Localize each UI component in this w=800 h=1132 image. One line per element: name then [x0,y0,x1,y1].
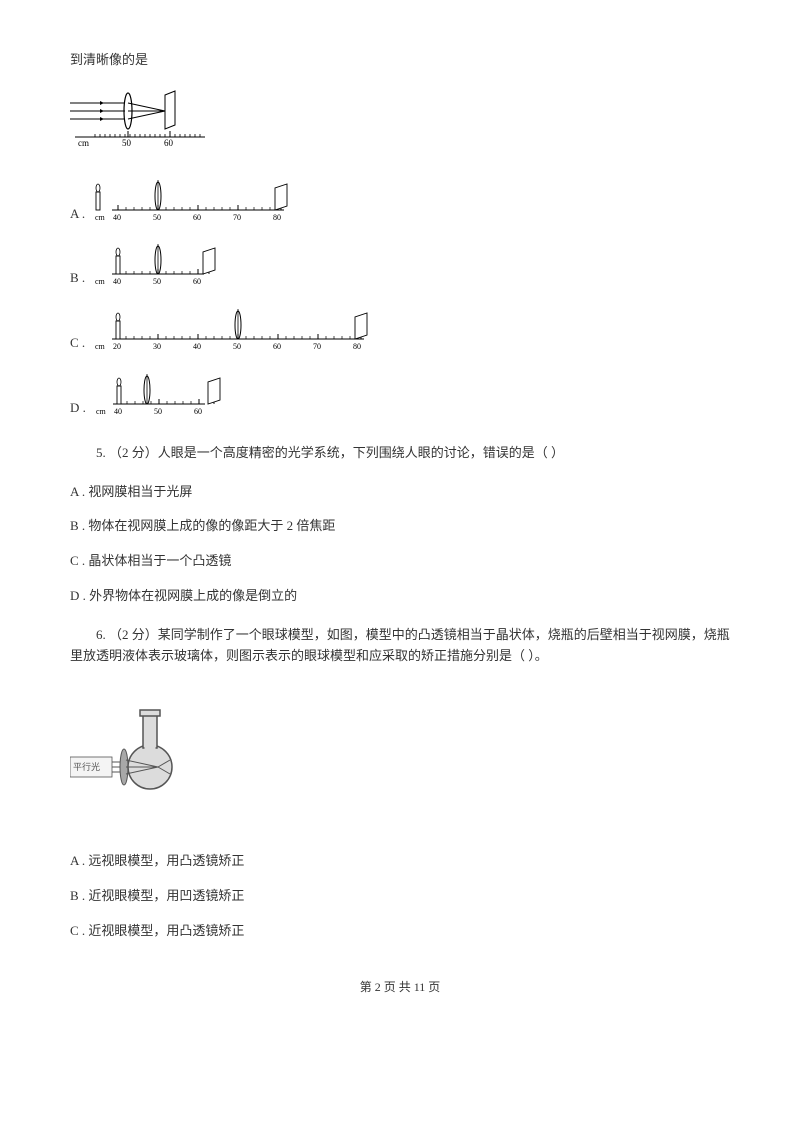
q4-option-b: B . 40 50 60 cm [70,238,730,295]
svg-text:40: 40 [113,277,121,286]
q5-option-d: D . 外界物体在视网膜上成的像是倒立的 [70,586,730,607]
svg-text:50: 50 [233,342,241,351]
ruler-diagram: 40 50 60 70 80 cm [93,174,303,231]
option-label: A . [70,204,85,231]
focal-diagram-svg: cm 50 60 [70,89,210,159]
svg-text:80: 80 [353,342,361,351]
ruler-diagram: 40 50 60 cm [93,238,223,295]
q5-option-c: C . 晶状体相当于一个凸透镜 [70,551,730,572]
q6-option-c: C . 近视眼模型，用凸透镜矫正 [70,921,730,942]
svg-text:60: 60 [164,138,174,148]
q5-stem: 5. （2 分）人眼是一个高度精密的光学系统，下列围绕人眼的讨论，错误的是（ ） [70,443,730,464]
svg-text:60: 60 [193,213,201,222]
q5-option-b: B . 物体在视网膜上成的像的像距大于 2 倍焦距 [70,516,730,537]
svg-text:cm: cm [96,407,107,416]
svg-text:80: 80 [273,213,281,222]
q4-option-c: C . 20 30 40 50 60 70 80 cm [70,303,730,360]
q5-option-a: A . 视网膜相当于光屏 [70,482,730,503]
q6-option-b: B . 近视眼模型，用凹透镜矫正 [70,886,730,907]
svg-text:40: 40 [193,342,201,351]
header-fragment: 到清晰像的是 [70,50,730,71]
svg-text:40: 40 [113,213,121,222]
svg-text:cm: cm [95,342,106,351]
svg-text:20: 20 [113,342,121,351]
page-footer: 第 2 页 共 11 页 [70,978,730,997]
option-label: B . [70,268,85,295]
ruler-diagram: 40 50 60 cm [94,368,224,425]
svg-text:50: 50 [153,277,161,286]
q4-option-d: D . 40 50 60 cm [70,368,730,425]
svg-text:平行光: 平行光 [73,761,100,772]
option-label: C . [70,333,85,360]
svg-text:60: 60 [273,342,281,351]
page-content: 到清晰像的是 cm5060 A .4050607080cmB .405060cm… [0,0,800,1027]
svg-text:cm: cm [78,138,89,148]
svg-text:50: 50 [122,138,132,148]
q6-diagram: 平行光 [70,702,200,819]
svg-text:40: 40 [114,407,122,416]
q4-options: A . 40 50 60 70 80 cm B . 40 50 60 cm C . 20 30 40 50 60 7… [70,174,730,425]
svg-text:70: 70 [313,342,321,351]
svg-text:60: 60 [194,407,202,416]
option-label: D . [70,398,86,425]
svg-text:50: 50 [154,407,162,416]
svg-text:60: 60 [193,277,201,286]
q6-stem: 6. （2 分）某同学制作了一个眼球模型，如图，模型中的凸透镜相当于晶状体，烧瓶… [70,625,730,667]
focal-diagram: cm 50 60 [70,89,210,166]
svg-text:cm: cm [95,277,106,286]
eye-model-svg: 平行光 [70,702,200,812]
svg-text:cm: cm [95,213,106,222]
svg-text:70: 70 [233,213,241,222]
svg-text:30: 30 [153,342,161,351]
q4-option-a: A . 40 50 60 70 80 cm [70,174,730,231]
ruler-diagram: 20 30 40 50 60 70 80 cm [93,303,383,360]
svg-text:50: 50 [153,213,161,222]
q6-option-a: A . 远视眼模型，用凸透镜矫正 [70,851,730,872]
